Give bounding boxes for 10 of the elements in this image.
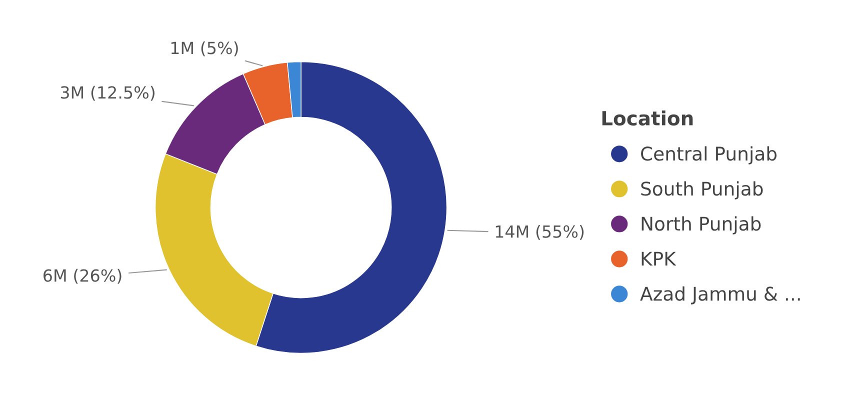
data-label: 14M (55%): [496, 224, 584, 240]
legend-label: KPK: [642, 252, 676, 266]
legend-label: Azad Jammu & ...: [640, 286, 800, 304]
legend-label: North Punjab: [642, 216, 761, 234]
legend-label: Central Punjab: [641, 146, 777, 164]
data-label: 1M (5%): [171, 41, 238, 56]
data-label: 3M (12.5%): [60, 86, 154, 101]
legend-title: Location: [602, 110, 693, 126]
data-label: 6M (26%): [44, 268, 122, 284]
legend-label: South Punjab: [641, 181, 763, 200]
